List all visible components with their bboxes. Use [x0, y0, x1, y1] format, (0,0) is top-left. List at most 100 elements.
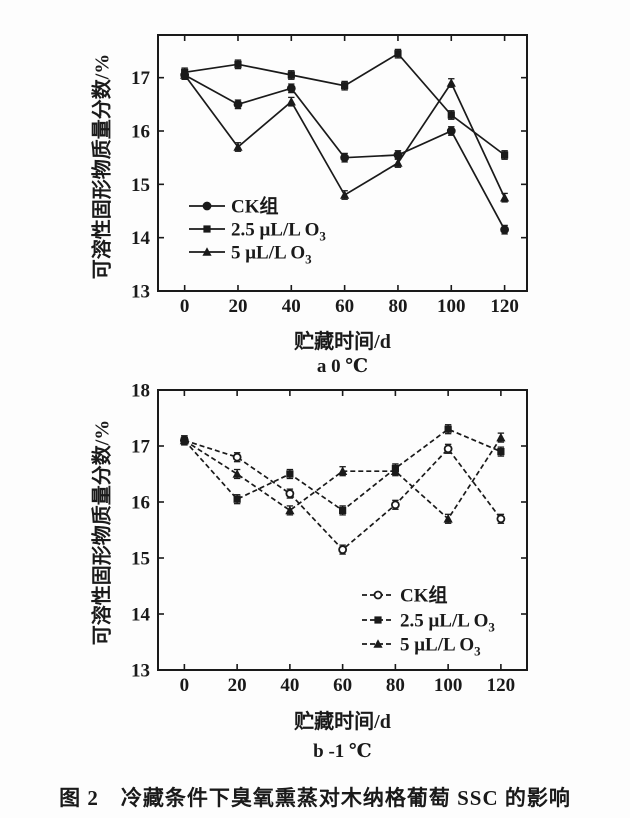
- y-tick-label: 17: [131, 68, 151, 89]
- data-point-triangle: [340, 190, 350, 199]
- data-point-triangle: [443, 514, 453, 523]
- data-point-triangle: [373, 639, 383, 648]
- x-tick-label: 20: [228, 675, 247, 696]
- data-point-circle: [233, 99, 243, 109]
- data-point-circle: [373, 590, 383, 600]
- axes: 0 20 40 60 80 100 120 13 14 15 16 17: [131, 35, 527, 317]
- legend: CK组 2.5 μL/L O35 μL/L O3: [362, 584, 495, 659]
- x-tick-label: 40: [280, 675, 299, 696]
- data-point-triangle: [446, 78, 456, 87]
- legend-label: 5 μL/L O3: [231, 243, 312, 267]
- x-tick-label: 20: [228, 296, 247, 317]
- y-axis-title-chart-a: 可溶性固形物质量分数/%: [91, 53, 114, 280]
- data-point-triangle: [393, 158, 403, 167]
- axes: 0 20 40 60 80 100 120 13 14 15 16 17 18: [131, 381, 527, 696]
- data-point-square: [374, 616, 382, 624]
- data-point-square: [203, 225, 211, 233]
- x-tick-label: 120: [487, 675, 516, 696]
- legend-item-CK组: CK组: [362, 584, 448, 607]
- chart-b-plot: 0 20 40 60 80 100 120 13 14 15 16 17 18 CK组 2.5 μL/L O…: [131, 381, 528, 696]
- data-point-square: [501, 151, 509, 159]
- data-point-circle: [285, 489, 295, 498]
- data-point-triangle: [496, 432, 506, 442]
- y-tick-label: 15: [131, 175, 150, 196]
- legend-label: 5 μL/L O3: [400, 635, 481, 659]
- x-tick-label: 100: [437, 296, 466, 317]
- data-point-square: [447, 111, 455, 119]
- y-tick-label: 18: [131, 381, 150, 402]
- series-5 μL/L O3: [179, 432, 506, 524]
- series-5 μL/L O3: [180, 70, 510, 203]
- data-point-triangle: [180, 70, 190, 79]
- data-point-circle: [443, 444, 453, 454]
- legend-item-2.5 μL/L O3: 2.5 μL/L O3: [189, 220, 326, 244]
- series-CK组: [179, 435, 506, 555]
- x-tick-label: 60: [333, 675, 352, 696]
- data-point-triangle: [202, 247, 212, 256]
- series-line: [184, 439, 502, 551]
- data-point-square: [394, 50, 402, 58]
- data-point-circle: [390, 500, 400, 510]
- data-point-circle: [202, 201, 212, 211]
- y-tick-label: 15: [131, 549, 150, 570]
- data-point-square: [341, 82, 349, 90]
- chart-a-subtitle: a 0 ℃: [316, 356, 369, 377]
- data-point-triangle: [179, 435, 189, 445]
- series-line: [183, 74, 506, 199]
- legend-label: 2.5 μL/L O3: [400, 611, 495, 635]
- y-tick-label: 13: [131, 282, 150, 303]
- x-tick-label: 80: [388, 296, 407, 317]
- y-tick-label: 14: [131, 228, 151, 249]
- figure-caption: 图 2 冷藏条件下臭氧熏蒸对木纳格葡萄 SSC 的影响: [59, 786, 571, 810]
- data-point-triangle: [286, 96, 296, 106]
- data-point-square: [497, 448, 505, 456]
- data-point-triangle: [285, 505, 295, 515]
- plot-frame: [157, 34, 528, 292]
- data-point-triangle: [233, 142, 243, 151]
- x-tick-label: 60: [335, 296, 354, 317]
- y-tick-label: 13: [131, 661, 150, 682]
- legend-label: CK组: [231, 195, 279, 218]
- data-point-triangle: [232, 469, 242, 478]
- legend-item-5 μL/L O3: 5 μL/L O3: [362, 635, 481, 659]
- data-point-square: [234, 60, 242, 68]
- data-point-triangle: [338, 466, 348, 475]
- y-tick-label: 14: [131, 605, 151, 626]
- x-tick-label: 0: [180, 296, 190, 317]
- series-CK组: [180, 70, 510, 235]
- data-point-square: [444, 425, 452, 433]
- data-point-circle: [446, 126, 456, 136]
- data-point-square: [286, 470, 294, 478]
- y-tick-label: 16: [131, 122, 150, 143]
- data-point-circle: [232, 452, 242, 462]
- y-axis-title-chart-b: 可溶性固形物质量分数/%: [91, 419, 114, 646]
- data-point-triangle: [500, 192, 510, 202]
- legend-label: 2.5 μL/L O3: [231, 220, 326, 244]
- x-tick-label: 100: [434, 675, 463, 696]
- x-tick-label: 80: [386, 675, 405, 696]
- data-point-square: [233, 495, 241, 503]
- legend-item-5 μL/L O3: 5 μL/L O3: [189, 243, 312, 267]
- x-tick-label: 120: [490, 296, 519, 317]
- x-axis-title-chart-b: 贮藏时间/d: [294, 711, 391, 733]
- legend-item-2.5 μL/L O3: 2.5 μL/L O3: [362, 611, 495, 635]
- x-tick-label: 40: [282, 296, 301, 317]
- data-point-circle: [286, 83, 296, 93]
- chart-b-subtitle: b -1 ℃: [313, 741, 372, 762]
- legend-label: CK组: [400, 584, 448, 607]
- y-tick-label: 17: [131, 437, 151, 458]
- x-axis-title-chart-a: 贮藏时间/d: [294, 331, 391, 353]
- y-tick-label: 16: [131, 493, 150, 514]
- data-point-circle: [340, 153, 350, 163]
- data-point-square: [287, 71, 295, 79]
- data-point-circle: [496, 514, 506, 524]
- data-point-circle: [393, 150, 403, 160]
- legend-item-CK组: CK组: [189, 195, 279, 218]
- series-2.5 μL/L O3: [181, 48, 509, 160]
- data-point-circle: [500, 225, 510, 235]
- data-point-circle: [338, 545, 348, 555]
- data-point-triangle: [390, 466, 400, 475]
